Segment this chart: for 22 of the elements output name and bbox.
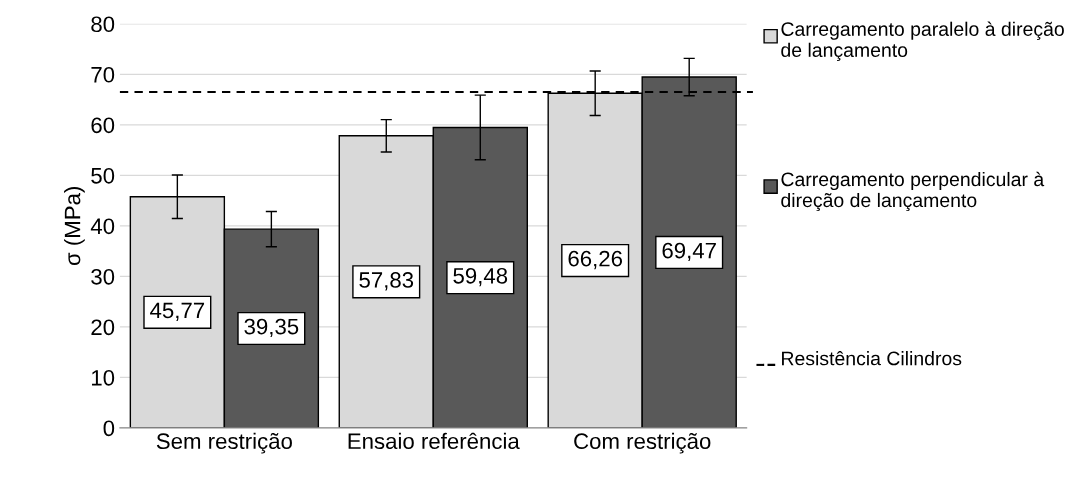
x-tick-label: Com restrição (574, 432, 711, 454)
y-axis-title: σ (MPa) (64, 187, 85, 266)
y-tick-label: 10 (92, 369, 115, 386)
y-tick-label: 0 (103, 420, 115, 437)
data-label: 66,26 (568, 250, 623, 270)
legend-label: Carregamento paralelo à direção de lançamento (781, 21, 1064, 61)
data-label: 39,35 (244, 318, 299, 338)
data-label: 59,48 (453, 267, 508, 287)
data-label: 57,83 (359, 272, 414, 291)
legend-label: Carregamento perpendicular à direção de lançamento (781, 171, 1045, 212)
y-tick-label: 30 (91, 268, 115, 285)
data-label: 69,47 (662, 242, 716, 262)
y-tick-label: 80 (91, 16, 115, 33)
y-tick-label: 70 (91, 66, 115, 83)
data-label: 45,77 (150, 302, 205, 321)
x-tick-label: Sem restrição (156, 432, 292, 454)
x-tick-label: Ensaio referência (348, 432, 520, 450)
y-tick-label: 60 (91, 117, 115, 134)
y-tick-label: 40 (90, 218, 115, 235)
legend-label: Resistência Cilindros (782, 351, 962, 366)
y-tick-label: 20 (91, 319, 115, 336)
y-tick-label: 50 (91, 167, 115, 184)
